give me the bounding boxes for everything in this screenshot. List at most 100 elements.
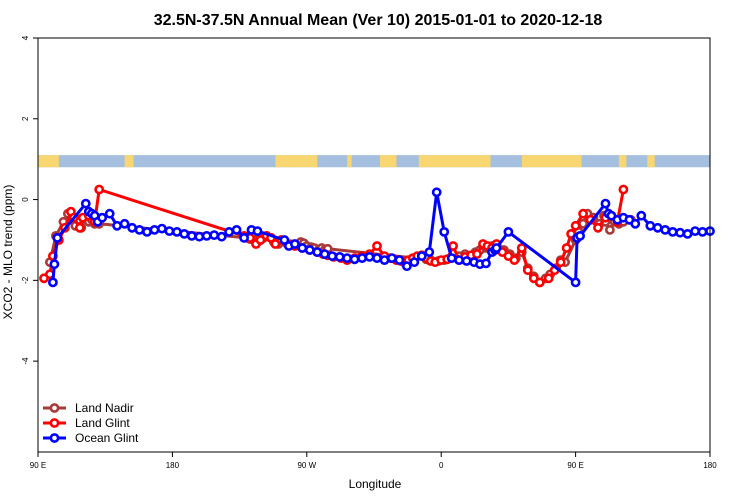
- y-axis: -4 -2 0 2 4: [21, 35, 38, 365]
- legend-marker: [49, 403, 60, 413]
- data-point: [372, 241, 382, 251]
- data-point: [119, 218, 130, 229]
- data-point: [97, 212, 108, 223]
- data-point: [394, 255, 405, 265]
- land-span: [647, 155, 655, 168]
- data-point: [304, 245, 315, 255]
- legend-label: Land Glint: [75, 416, 130, 430]
- y-tick-label: 2: [21, 116, 30, 121]
- data-point: [543, 273, 554, 284]
- series-1: [39, 184, 629, 288]
- data-point: [171, 226, 182, 237]
- data-point: [342, 253, 352, 263]
- data-point: [516, 243, 527, 253]
- data-point: [555, 257, 566, 268]
- y-tick-label: -2: [21, 276, 30, 284]
- data-point: [134, 224, 145, 235]
- data-point: [164, 226, 175, 236]
- data-point: [74, 222, 85, 233]
- data-point: [660, 224, 671, 235]
- data-point: [509, 255, 520, 265]
- data-point: [194, 231, 205, 242]
- data-point: [600, 198, 611, 209]
- data-point: [578, 208, 588, 219]
- legend-marker: [49, 418, 60, 428]
- data-point: [491, 243, 502, 253]
- data-point: [156, 223, 167, 234]
- data-point: [179, 228, 190, 239]
- data-point: [334, 251, 345, 262]
- data-point: [289, 239, 300, 249]
- data-point: [481, 258, 491, 269]
- legend-marker: [49, 433, 60, 443]
- data-point: [386, 253, 397, 263]
- data-point: [224, 226, 234, 237]
- data-point: [652, 222, 663, 233]
- data-point: [682, 228, 693, 239]
- land-span: [418, 155, 491, 168]
- data-point: [439, 226, 450, 237]
- data-point: [231, 224, 242, 235]
- x-axis: 90 E 180 90 W 0 90 E 180: [30, 452, 717, 470]
- data-point: [446, 253, 457, 263]
- data-point: [461, 256, 472, 266]
- series-line: [43, 188, 625, 284]
- y-tick-label: 4: [21, 35, 30, 40]
- x-tick-label: 180: [166, 461, 180, 470]
- y-tick-label: 0: [21, 197, 30, 202]
- data-point: [209, 230, 220, 240]
- data-point: [409, 257, 420, 268]
- series-2: [48, 187, 715, 288]
- data-point: [570, 277, 581, 288]
- data-point: [636, 210, 647, 221]
- land-span: [379, 155, 397, 168]
- data-point: [94, 184, 105, 195]
- data-point: [575, 230, 585, 241]
- y-tick-label: -4: [21, 357, 30, 365]
- data-point: [239, 232, 249, 243]
- data-point: [279, 235, 290, 245]
- data-point: [561, 243, 572, 253]
- plot-frame: [37, 37, 711, 453]
- data-point: [149, 224, 160, 235]
- data-point: [216, 231, 227, 242]
- land-span: [124, 155, 134, 168]
- legend-label: Land Nadir: [75, 401, 134, 415]
- data-point: [424, 247, 435, 257]
- data-point: [49, 259, 60, 270]
- data-point: [667, 226, 678, 237]
- data-point: [364, 251, 375, 262]
- data-point: [357, 253, 367, 263]
- data-point: [142, 226, 152, 237]
- series-line: [48, 212, 632, 284]
- data-point: [645, 220, 656, 231]
- y-axis-label: XCO2 - MLO trend (ppm): [1, 185, 15, 320]
- land-ocean-strip: [38, 155, 710, 168]
- data-point: [534, 277, 545, 288]
- x-tick-label: 90 E: [30, 461, 46, 470]
- data-point: [448, 241, 458, 251]
- chart-title: 32.5N-37.5N Annual Mean (Ver 10) 2015-01…: [154, 12, 603, 29]
- land-span: [275, 155, 318, 168]
- data-point: [618, 184, 629, 195]
- legend-label: Ocean Glint: [75, 431, 139, 445]
- data-point: [503, 226, 514, 237]
- land-span: [347, 155, 352, 168]
- data-point: [252, 226, 263, 236]
- data-point: [690, 226, 700, 236]
- data-point: [201, 230, 212, 241]
- land-span: [38, 155, 59, 168]
- data-point: [454, 255, 464, 265]
- data-point: [52, 232, 63, 243]
- data-point: [593, 222, 603, 233]
- data-point: [431, 187, 442, 198]
- land-span: [521, 155, 582, 168]
- x-tick-label: 0: [439, 461, 444, 470]
- data-point: [379, 255, 390, 265]
- data-point: [630, 218, 641, 229]
- data-point: [416, 251, 427, 261]
- data-point: [80, 198, 91, 209]
- data-point: [312, 247, 323, 257]
